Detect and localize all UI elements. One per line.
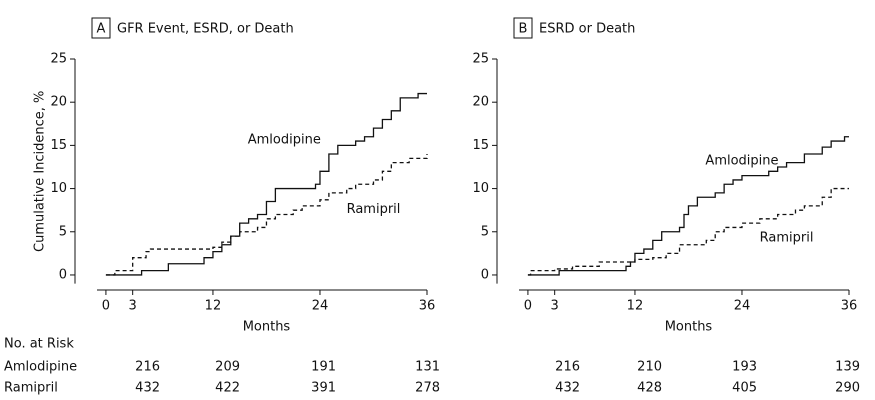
panel-title: ESRD or Death xyxy=(539,22,635,37)
series-label: Amlodipine xyxy=(248,133,321,148)
risk-row-label: Amlodipine xyxy=(4,360,77,375)
y-tick-label: 15 xyxy=(472,138,489,153)
panel-letter-box xyxy=(91,17,111,39)
risk-count: 139 xyxy=(835,360,860,375)
x-tick-label: 3 xyxy=(551,299,559,314)
risk-count: 193 xyxy=(732,360,757,375)
risk-row-label: Ramipril xyxy=(4,381,58,396)
risk-count: 391 xyxy=(311,381,336,396)
x-axis-label: Months xyxy=(665,320,713,335)
y-axis-label: Cumulative Incidence, % xyxy=(33,91,48,252)
x-tick-label: 3 xyxy=(129,299,137,314)
y-tick-label: 10 xyxy=(472,181,489,196)
x-tick-label: 36 xyxy=(841,299,858,314)
y-tick-label: 5 xyxy=(481,224,489,239)
y-tick-label: 20 xyxy=(50,95,67,110)
x-tick-label: 24 xyxy=(312,299,329,314)
risk-count: 405 xyxy=(732,381,757,396)
panel-letter: A xyxy=(97,22,106,37)
y-tick-label: 10 xyxy=(50,181,67,196)
risk-count: 422 xyxy=(215,381,240,396)
panel-title: GFR Event, ESRD, or Death xyxy=(117,22,294,37)
series-line xyxy=(527,136,849,276)
y-tick-label: 0 xyxy=(59,267,67,282)
risk-count: 216 xyxy=(135,360,160,375)
series-label: Ramipril xyxy=(347,202,401,217)
panel-letter: B xyxy=(519,22,528,37)
x-tick-label: 0 xyxy=(524,299,532,314)
risk-count: 131 xyxy=(415,360,440,375)
risk-count: 216 xyxy=(555,360,580,375)
x-tick-label: 12 xyxy=(627,299,644,314)
risk-count: 432 xyxy=(135,381,160,396)
risk-count: 278 xyxy=(415,381,440,396)
y-tick-label: 15 xyxy=(50,138,67,153)
risk-count: 428 xyxy=(637,381,662,396)
risk-count: 210 xyxy=(637,360,662,375)
y-tick-label: 25 xyxy=(50,52,67,67)
x-tick-label: 24 xyxy=(734,299,751,314)
risk-count: 290 xyxy=(835,381,860,396)
series-label: Ramipril xyxy=(760,230,814,245)
x-tick-label: 36 xyxy=(419,299,436,314)
y-tick-label: 0 xyxy=(481,267,489,282)
series-label: Amlodipine xyxy=(705,153,778,168)
series-line xyxy=(527,187,849,276)
x-tick-label: 12 xyxy=(205,299,222,314)
panel-letter-box xyxy=(513,17,533,39)
risk-count: 209 xyxy=(215,360,240,375)
y-tick-label: 5 xyxy=(59,224,67,239)
risk-count: 191 xyxy=(311,360,336,375)
risk-table-title: No. at Risk xyxy=(4,337,74,352)
series-line xyxy=(105,92,427,276)
y-tick-label: 25 xyxy=(472,52,489,67)
x-axis-label: Months xyxy=(243,320,291,335)
x-tick-label: 0 xyxy=(102,299,110,314)
risk-count: 432 xyxy=(555,381,580,396)
y-tick-label: 20 xyxy=(472,95,489,110)
